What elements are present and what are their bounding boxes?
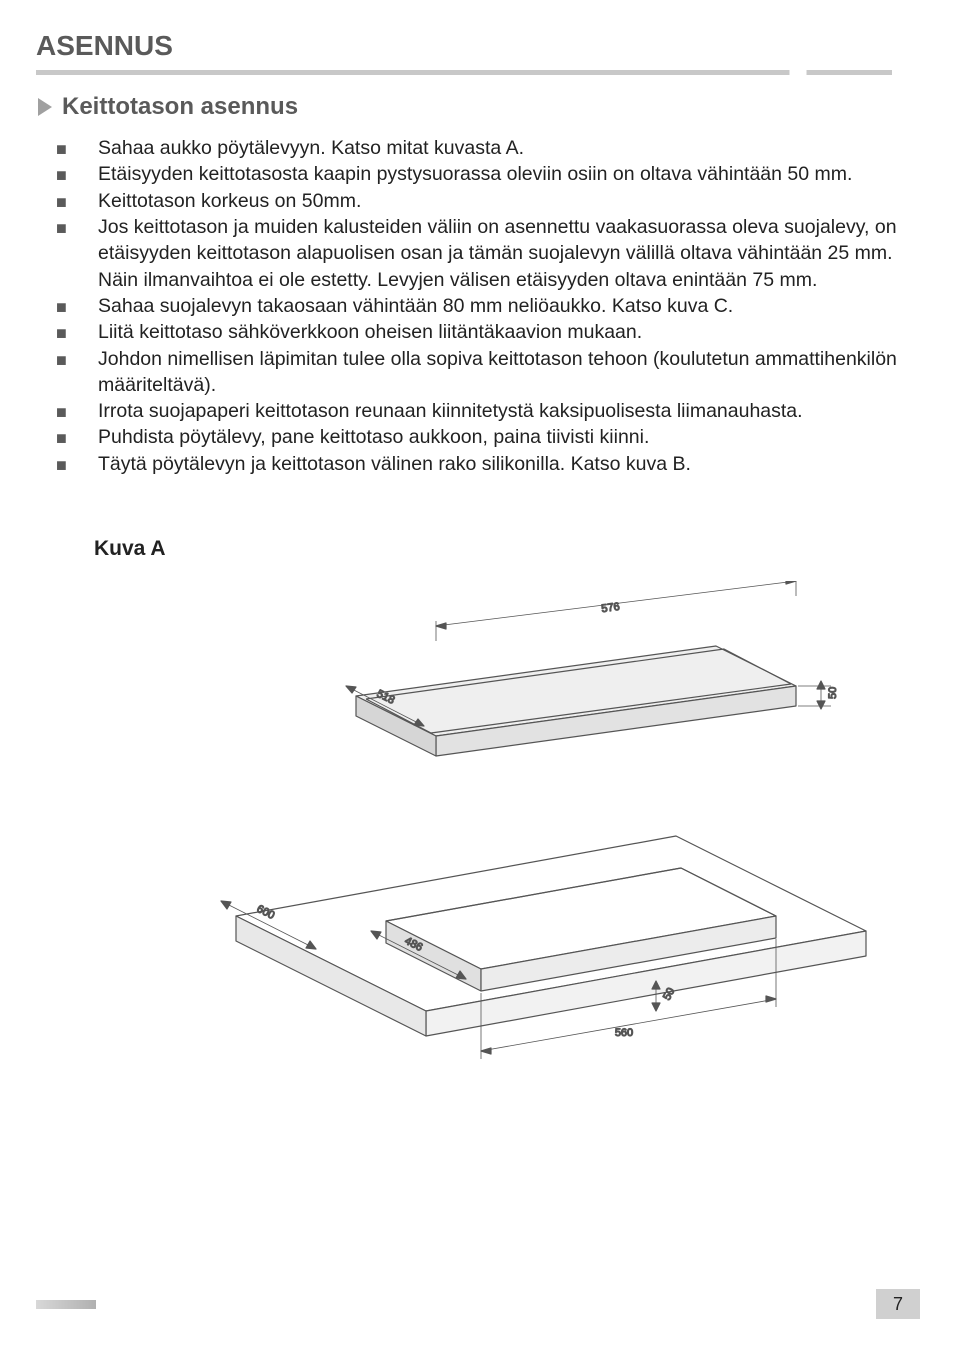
figure-label: Kuva A xyxy=(94,537,912,561)
list-item: Sahaa aukko pöytälevyyn. Katso mitat kuv… xyxy=(56,135,912,161)
section-header: Keittotason asennus xyxy=(36,93,912,121)
section-arrow-icon xyxy=(36,96,54,118)
list-item: Sahaa suojalevyn takaosaan vähintään 80 … xyxy=(56,293,912,319)
list-item: Liitä keittotaso sähköverkkoon oheisen l… xyxy=(56,319,912,345)
footer-accent xyxy=(36,1300,96,1309)
dim-560: 560 xyxy=(615,1027,633,1039)
dim-50-hob: 50 xyxy=(827,687,839,699)
list-item: Jos keittotason ja muiden kalusteiden vä… xyxy=(56,214,912,293)
page-footer: 7 xyxy=(36,1289,920,1319)
dim-576: 576 xyxy=(601,601,621,615)
page-number: 7 xyxy=(876,1289,920,1319)
list-item: Puhdista pöytälevy, pane keittotaso aukk… xyxy=(56,424,912,450)
title-underline xyxy=(36,70,892,75)
page-title: ASENNUS xyxy=(36,30,912,62)
technical-diagram: 576 518 50 xyxy=(176,581,876,1106)
list-item: Keittotason korkeus on 50mm. xyxy=(56,188,912,214)
list-item: Irrota suojapaperi keittotason reunaan k… xyxy=(56,398,912,424)
list-item: Johdon nimellisen läpimitan tulee olla s… xyxy=(56,346,912,399)
list-item: Täytä pöytälevyn ja keittotason välinen … xyxy=(56,451,912,477)
list-item: Etäisyyden keittotasosta kaapin pystysuo… xyxy=(56,161,912,187)
instruction-list: Sahaa aukko pöytälevyyn. Katso mitat kuv… xyxy=(36,135,912,477)
section-title: Keittotason asennus xyxy=(62,93,298,121)
